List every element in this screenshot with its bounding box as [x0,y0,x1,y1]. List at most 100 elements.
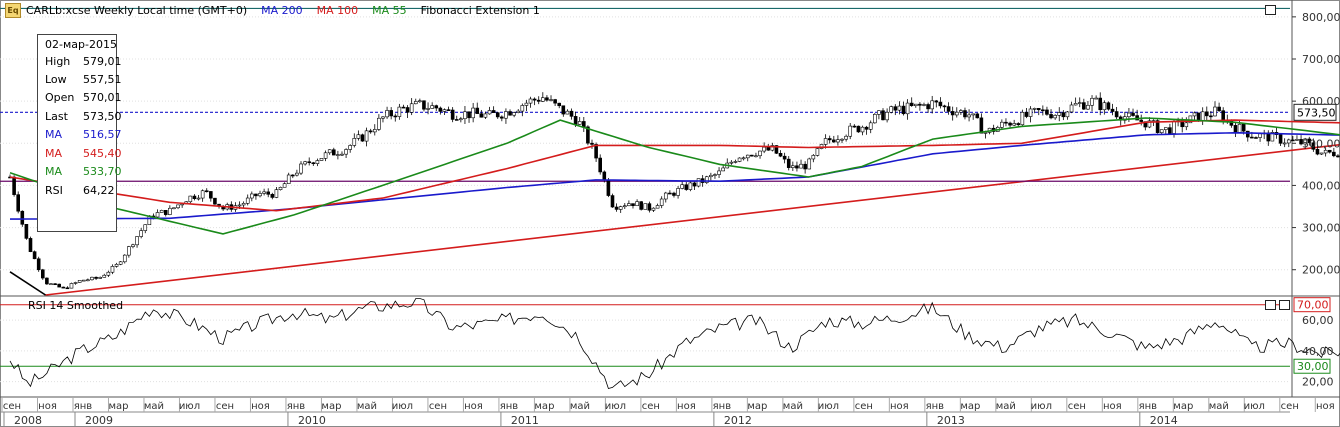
month-label: янв [500,401,519,412]
rsi-tick-label: 60,00 [1302,314,1334,327]
candle-body [1106,102,1111,110]
candle-body [413,101,418,105]
chart-type-icon[interactable]: Eq [5,3,21,18]
series-ma-200 [10,131,1340,220]
candle-body [1323,149,1328,154]
candle-body [1147,120,1152,128]
candle-body [836,139,840,143]
candle-body [336,154,340,156]
info-row: Open 570,01 [45,91,122,104]
candle-body [106,271,111,276]
candle-body [1139,119,1144,122]
rsi-level-label: 30,00 [1297,360,1329,373]
year-label: 2011 [511,414,539,427]
candle-body [254,193,258,197]
candle-body [557,102,562,107]
candle-body [278,186,283,190]
candle-body [331,149,336,156]
candle-body [754,155,758,158]
candle-body [360,134,365,142]
rsi-tick-label: 20,00 [1302,376,1334,389]
candle-body [1004,121,1008,124]
month-label: ноя [677,401,696,412]
candle-body [938,101,943,107]
info-row: MA 545,40 [45,147,122,160]
month-label: мар [960,401,980,412]
candle-body [672,192,676,196]
candle-body [688,182,693,190]
candle-body [602,171,607,181]
month-label: сен [855,401,873,412]
candle-body [24,223,29,239]
candle-body [704,176,709,183]
candle-body [590,142,594,145]
candle-body [528,98,533,104]
candle-body [696,178,701,187]
month-label: сен [216,401,234,412]
candle-body [598,157,603,173]
candle-body [340,153,344,156]
candle-body [1155,120,1160,133]
candle-body [745,154,750,159]
candle-body [860,126,865,133]
candle-body [1315,149,1320,155]
month-label: сен [429,401,447,412]
candle-body [803,163,807,170]
price-tick-label: 200,00 [1302,264,1340,277]
month-label: янв [926,401,945,412]
candle-body [545,97,549,101]
candle-body [594,144,598,159]
candle-body [504,111,508,119]
candle-body [323,152,328,159]
candle-body [832,139,836,143]
candle-body [352,138,357,146]
grid-layer [0,16,1290,383]
candle-body [28,238,33,252]
candle-body [454,119,459,121]
ma200-label[interactable]: MA 200 [261,3,303,17]
candle-body [1073,103,1078,106]
maximize-price-panel-button[interactable] [1265,5,1276,15]
candle-body [565,110,570,115]
month-label: май [570,401,590,412]
candle-body [877,110,881,115]
candle-body [135,236,139,246]
info-row: High 579,01 [45,55,122,68]
rsi-line [9,298,1340,389]
candle-body [372,129,377,133]
candle-body [524,102,529,106]
candle-body [569,110,574,117]
candle-body [16,194,20,212]
price-tick-label: 800,00 [1302,11,1340,24]
candle-body [127,246,131,256]
rsi-level-label: 70,00 [1297,299,1329,312]
candle-body [319,158,324,161]
close-rsi-panel-button[interactable] [1279,300,1290,310]
month-label: июл [179,401,200,412]
rsi-panel-label[interactable]: RSI 14 Smoothed [28,299,124,312]
candle-body [610,195,615,208]
candle-body [122,254,127,263]
candle-body [61,286,66,289]
candle-body [467,111,471,119]
candle-body [975,113,980,119]
candle-body [327,149,332,154]
candle-body [873,114,877,124]
fibonacci-label[interactable]: Fibonacci Extension 1 [420,3,540,17]
candle-body [631,203,635,207]
candle-body [98,277,102,279]
maximize-rsi-panel-button[interactable] [1265,300,1276,310]
ma55-label[interactable]: MA 55 [372,3,407,17]
symbol-label[interactable]: CARLb:xcse Weekly Local time (GMT+0) [26,3,248,17]
info-row: Last 573,50 [45,110,122,123]
candle-body [741,157,746,160]
candle-body [795,165,799,169]
price-tick-label: 400,00 [1302,179,1340,192]
candle-body [1291,139,1295,142]
candle-body [1032,108,1037,110]
candle-body [786,158,791,168]
ma100-label[interactable]: MA 100 [316,3,359,17]
rsi-tick-label: 40,00 [1302,345,1334,358]
candle-body [692,182,697,187]
